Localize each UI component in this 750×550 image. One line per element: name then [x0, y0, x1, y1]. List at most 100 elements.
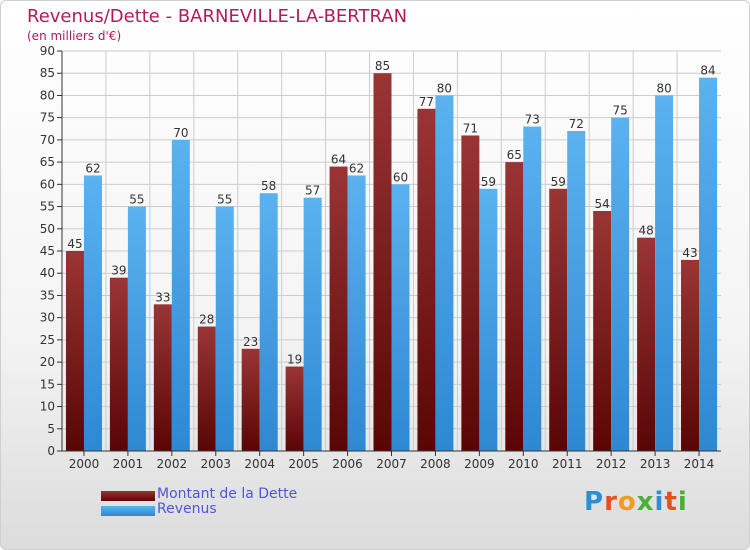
data-label-dette-2011: 59: [551, 175, 566, 189]
data-label-dette-2012: 54: [595, 197, 610, 211]
bar-dette-2013: [637, 237, 656, 451]
data-label-revenus-2013: 80: [656, 81, 671, 95]
data-label-dette-2003: 28: [199, 313, 214, 327]
bar-revenus-2000: [83, 175, 102, 451]
data-label-revenus-2012: 75: [613, 104, 628, 118]
data-label-revenus-2006: 62: [349, 161, 364, 175]
data-label-dette-2007: 85: [375, 59, 390, 73]
ytick-label: 55: [40, 200, 55, 214]
ytick-label: 15: [40, 377, 55, 391]
chart-title: Revenus/Dette - BARNEVILLE-LA-BERTRAN: [27, 6, 408, 27]
data-label-revenus-2002: 70: [173, 126, 188, 140]
xtick-label: 2010: [508, 457, 539, 471]
ytick-label: 65: [40, 155, 55, 169]
bar-revenus-2002: [171, 139, 190, 451]
data-label-revenus-2000: 62: [85, 161, 100, 175]
data-label-revenus-2009: 59: [481, 175, 496, 189]
xtick-label: 2007: [376, 457, 407, 471]
bar-revenus-2006: [347, 175, 366, 451]
ytick-label: 45: [40, 244, 55, 258]
legend-swatch-revenus: [101, 506, 155, 516]
ytick-label: 0: [47, 444, 55, 458]
data-label-dette-2002: 33: [155, 290, 170, 304]
data-label-dette-2010: 65: [507, 148, 522, 162]
data-label-revenus-2005: 57: [305, 184, 320, 198]
ytick-label: 10: [40, 400, 55, 414]
bar-revenus-2009: [479, 188, 498, 451]
bar-dette-2005: [285, 366, 304, 451]
bar-dette-2001: [109, 277, 128, 451]
xtick-label: 2004: [244, 457, 275, 471]
bar-dette-2002: [153, 304, 172, 451]
xtick-label: 2012: [596, 457, 627, 471]
ytick-label: 5: [47, 422, 55, 436]
bar-revenus-2008: [435, 95, 454, 451]
data-label-dette-2008: 77: [419, 95, 434, 109]
xtick-label: 2011: [552, 457, 583, 471]
axis-layer: 0 5 10 15 20 25 30 35 40 45 50 55 60 65 70 75 80 85 90 2000…: [40, 44, 721, 471]
ytick-label: 85: [40, 66, 55, 80]
data-label-revenus-2001: 55: [129, 193, 144, 207]
bar-revenus-2013: [655, 95, 674, 451]
ytick-label: 80: [40, 88, 55, 102]
data-label-revenus-2014: 84: [700, 64, 715, 78]
xtick-label: 2005: [288, 457, 319, 471]
data-label-dette-2005: 19: [287, 353, 302, 367]
data-label-revenus-2003: 55: [217, 193, 232, 207]
ytick-label: 60: [40, 177, 55, 191]
bar-dette-2008: [417, 108, 436, 452]
data-label-dette-2014: 43: [682, 246, 697, 260]
xtick-label: 2003: [200, 457, 231, 471]
data-label-revenus-2010: 73: [525, 113, 540, 127]
bar-dette-2006: [329, 166, 348, 452]
bar-revenus-2010: [523, 126, 542, 452]
data-label-revenus-2011: 72: [569, 117, 584, 131]
bar-revenus-2007: [391, 184, 410, 452]
bar-revenus-2003: [215, 206, 234, 451]
bar-dette-2003: [197, 326, 216, 451]
bar-dette-2012: [593, 211, 612, 451]
bar-dette-2009: [461, 135, 480, 451]
data-label-revenus-2004: 58: [261, 179, 276, 193]
data-label-dette-2009: 71: [463, 121, 478, 135]
xtick-label: 2014: [684, 457, 715, 471]
legend-swatch-dette: [101, 491, 155, 501]
data-label-dette-2004: 23: [243, 335, 258, 349]
ytick-label: 20: [40, 355, 55, 369]
bar-revenus-2005: [303, 197, 322, 451]
bar-revenus-2012: [611, 117, 630, 452]
ytick-label: 25: [40, 333, 55, 347]
ytick-label: 70: [40, 133, 55, 147]
ytick-label: 75: [40, 111, 55, 125]
bar-dette-2014: [681, 259, 700, 451]
data-label-dette-2006: 64: [331, 153, 346, 167]
xtick-label: 2000: [69, 457, 100, 471]
xtick-label: 2001: [113, 457, 144, 471]
ytick-label: 30: [40, 311, 55, 325]
bar-dette-2010: [505, 162, 524, 451]
data-label-dette-2013: 48: [638, 224, 653, 238]
bar-layer: 4562395533702855235819576462856077807159…: [65, 59, 718, 452]
ytick-label: 50: [40, 222, 55, 236]
bar-dette-2004: [241, 348, 260, 451]
xtick-label: 2008: [420, 457, 451, 471]
legend-label-revenus: Revenus: [157, 501, 217, 517]
chart-subtitle: (en milliers d'€): [27, 29, 122, 43]
bar-revenus-2011: [567, 131, 586, 451]
bar-revenus-2004: [259, 193, 278, 451]
bar-dette-2011: [549, 188, 568, 451]
bar-revenus-2014: [699, 77, 718, 452]
ytick-label: 35: [40, 288, 55, 302]
data-label-dette-2001: 39: [111, 264, 126, 278]
xtick-label: 2006: [332, 457, 363, 471]
data-label-dette-2000: 45: [67, 237, 82, 251]
xtick-label: 2002: [157, 457, 188, 471]
data-label-revenus-2008: 80: [437, 81, 452, 95]
proxiti-logo: Proxiti: [584, 487, 688, 517]
xtick-label: 2009: [464, 457, 495, 471]
legend-label-dette: Montant de la Dette: [157, 486, 298, 502]
bar-dette-2000: [65, 251, 84, 451]
ytick-label: 40: [40, 266, 55, 280]
